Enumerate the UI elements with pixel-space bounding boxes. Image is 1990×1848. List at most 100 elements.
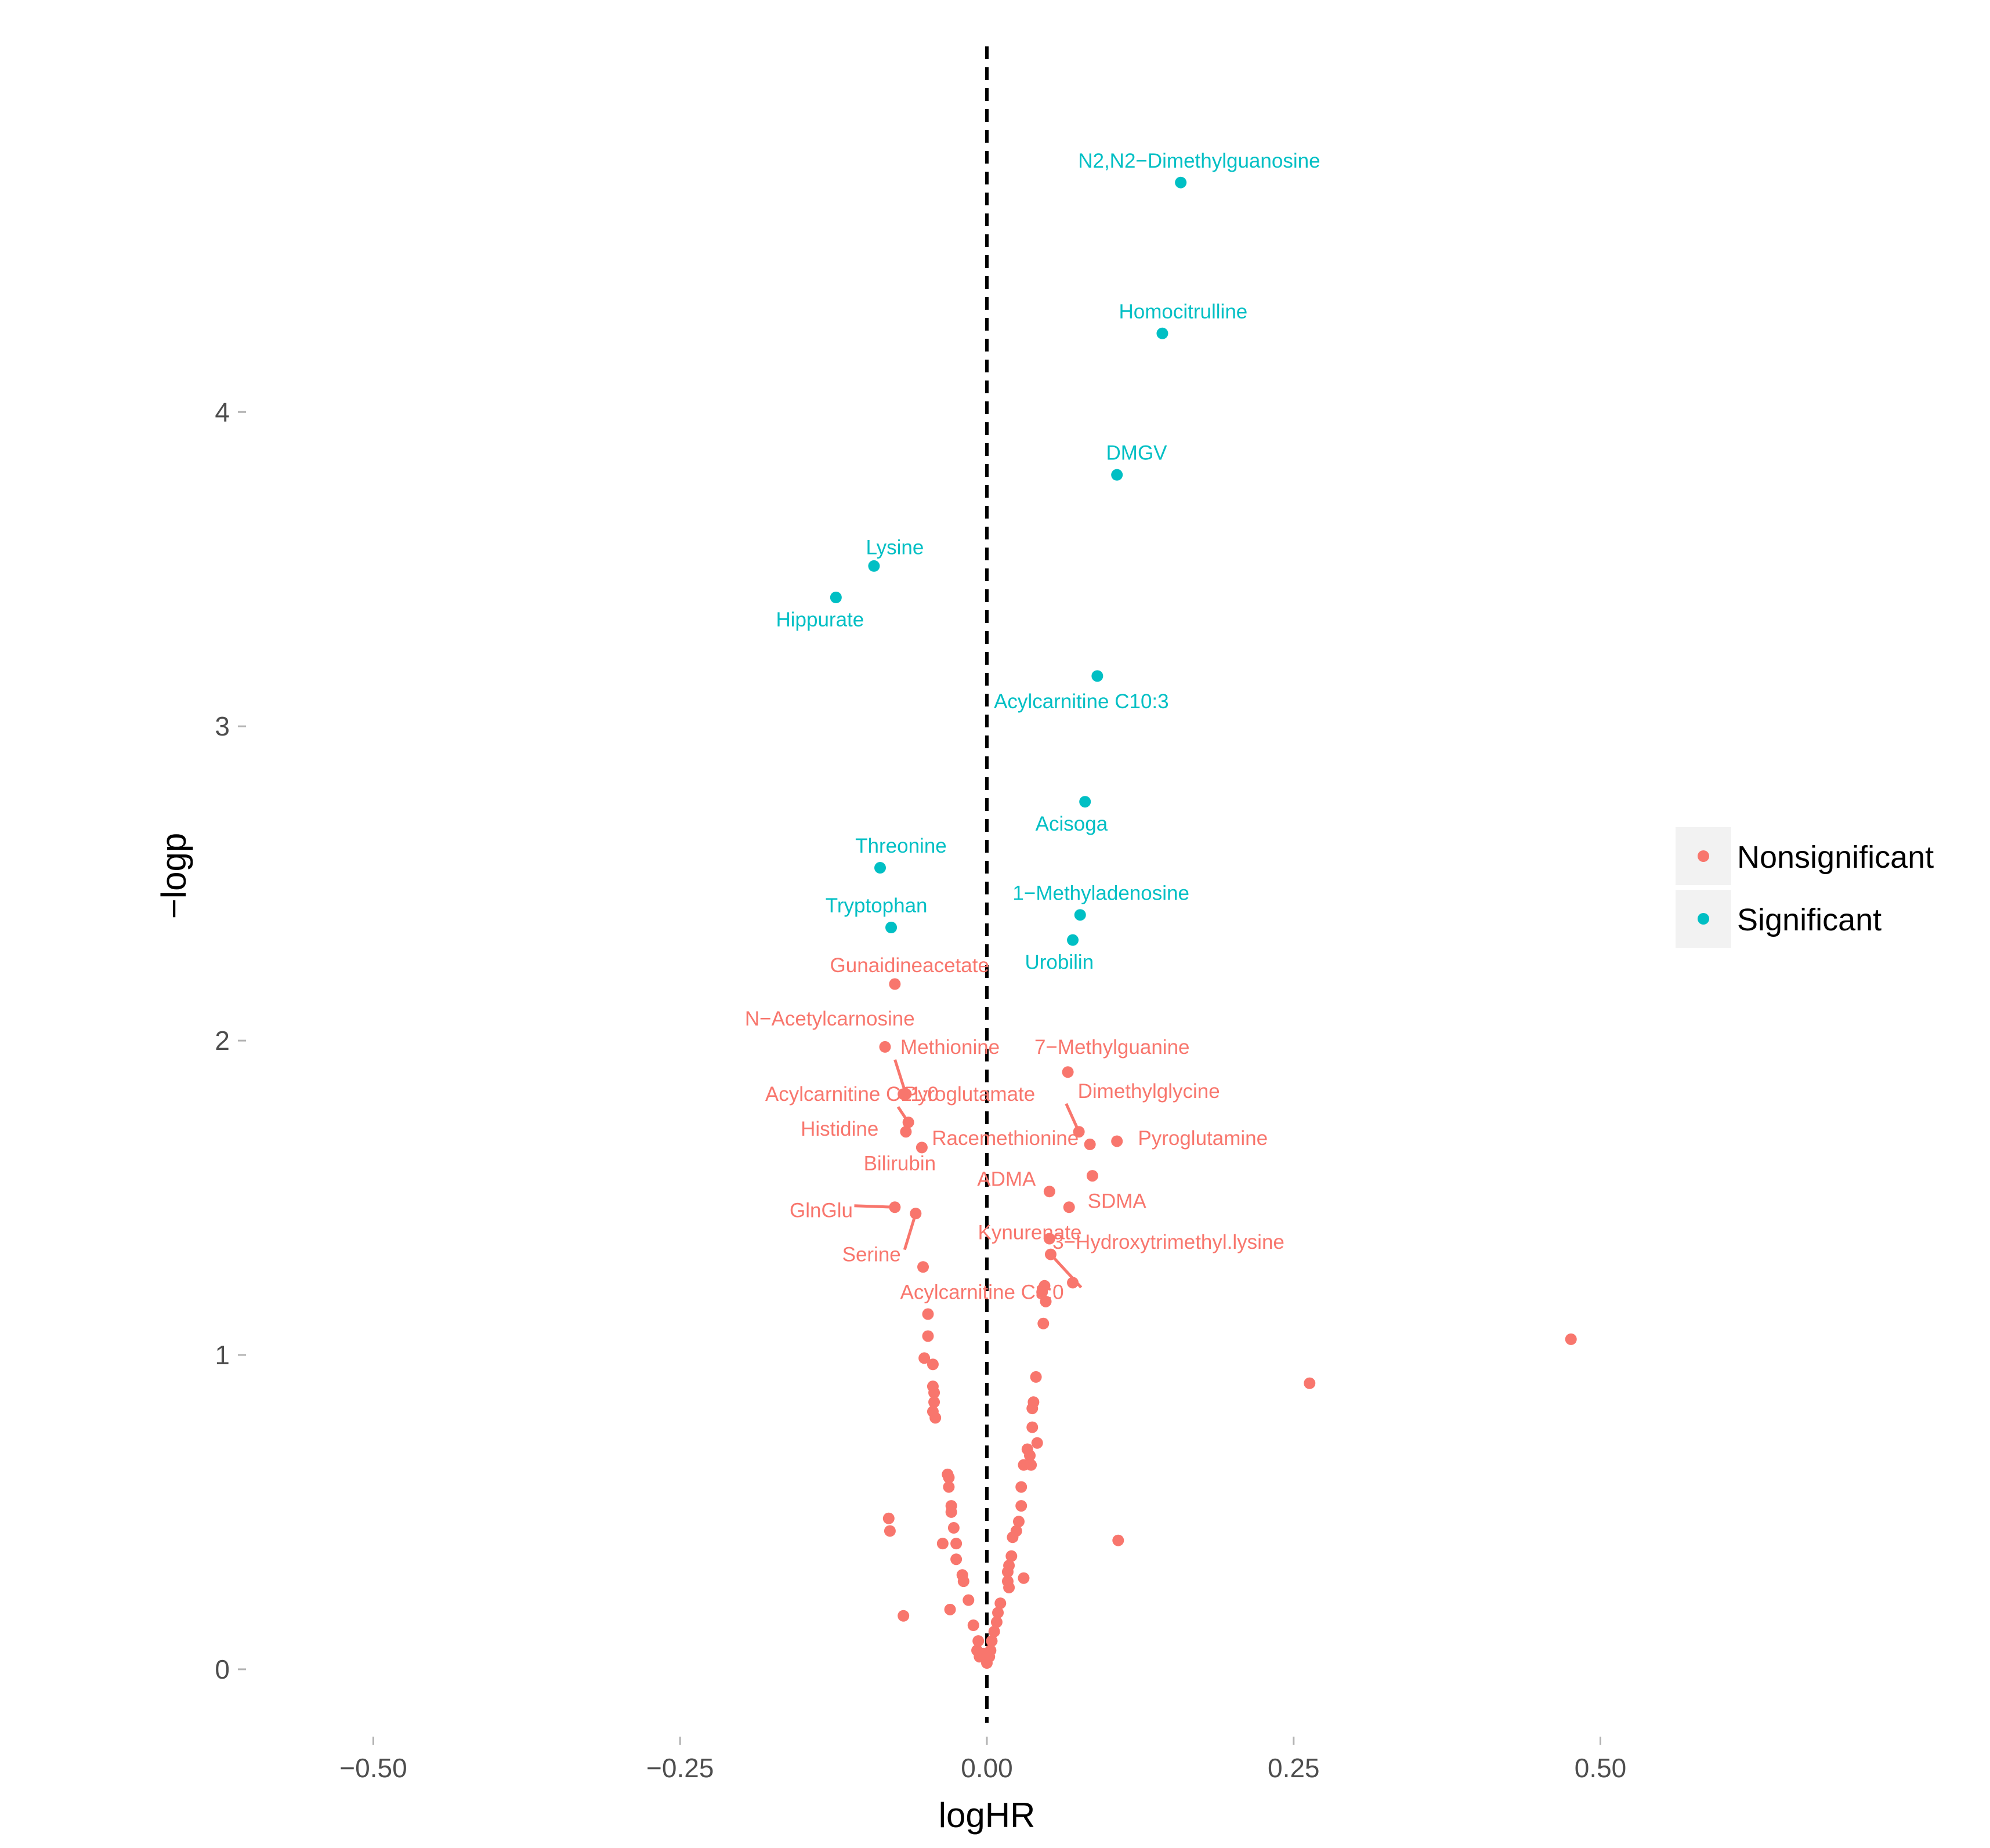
point-label: N−Acetylcarnosine (745, 1008, 915, 1030)
data-point (922, 1308, 934, 1320)
data-point (898, 1610, 910, 1622)
point-label: Homocitrulline (1119, 300, 1248, 323)
y-tick-label: 3 (215, 711, 230, 741)
point-label: Threonine (855, 835, 947, 857)
point-label: Hippurate (776, 608, 864, 631)
x-tick-label: −0.50 (339, 1753, 407, 1783)
label-leader-line (903, 1213, 917, 1251)
data-point (1012, 1516, 1025, 1528)
data-point-nonsignificant (1111, 1135, 1123, 1147)
data-point (1067, 1277, 1079, 1289)
point-label: 7−Methylguanine (1034, 1036, 1190, 1059)
data-point (994, 1597, 1007, 1610)
data-point-nonsignificant (879, 1041, 891, 1053)
point-label: Urobilin (1025, 951, 1094, 974)
data-point (1024, 1450, 1036, 1462)
data-point (1565, 1333, 1577, 1345)
data-point-significant (1111, 469, 1123, 481)
data-point (922, 1330, 934, 1342)
data-point (944, 1603, 956, 1615)
data-point-nonsignificant (889, 978, 901, 990)
point-labels: N2,N2−Dimethylguanosine Homocitrulline DMG… (745, 150, 1320, 1304)
data-point (971, 1644, 983, 1657)
y-tick-label: 0 (215, 1654, 230, 1684)
data-point-significant (1074, 909, 1086, 921)
data-point (950, 1538, 963, 1550)
y-tick-label: 2 (215, 1026, 230, 1056)
point-label: N2,N2−Dimethylguanosine (1078, 150, 1320, 172)
y-axis-title: −logp (154, 833, 193, 919)
data-point (1001, 1575, 1014, 1588)
data-point (927, 1358, 939, 1371)
point-label: Lysine (866, 536, 924, 559)
y-tick-label: 1 (215, 1340, 230, 1370)
data-point (1036, 1286, 1048, 1298)
data-point-nonsignificant (898, 1088, 910, 1100)
data-point (988, 1625, 1000, 1637)
data-point-significant (1156, 327, 1168, 339)
point-label: Dimethylglycine (1078, 1080, 1220, 1103)
legend-label-significant: Significant (1737, 903, 1882, 937)
data-point-significant (885, 921, 898, 933)
data-point (1025, 1459, 1037, 1471)
x-axis: −0.50 −0.25 0.00 0.25 0.50 (339, 1737, 1626, 1783)
data-point (884, 1525, 896, 1537)
data-point (967, 1619, 979, 1632)
legend: Nonsignificant Significant (1676, 827, 1934, 948)
point-label: Pyroglutamate (904, 1083, 1036, 1106)
point-label: Acylcarnitine C8:0 (900, 1281, 1064, 1304)
data-point-significant (1175, 176, 1187, 189)
data-point-nonsignificant (902, 1116, 914, 1128)
x-tick-label: 0.00 (961, 1753, 1013, 1783)
data-point (918, 1352, 931, 1364)
data-point (1007, 1531, 1019, 1543)
data-point (972, 1635, 985, 1647)
data-point (1015, 1500, 1027, 1512)
data-point (1304, 1377, 1316, 1389)
point-label: 3−Hydroxytrimethyl.lysine (1052, 1231, 1285, 1253)
data-point (1112, 1534, 1124, 1546)
point-label: ADMA (977, 1168, 1036, 1191)
label-leader-line (854, 1204, 895, 1209)
data-point (1037, 1317, 1050, 1329)
data-point (1026, 1421, 1039, 1433)
data-point-nonsignificant (900, 1126, 912, 1138)
data-point (945, 1506, 957, 1518)
point-label: DMGV (1106, 442, 1168, 465)
data-point-nonsignificant (1084, 1138, 1096, 1150)
data-point (1040, 1295, 1052, 1307)
data-point (928, 1387, 940, 1399)
data-point-nonsignificant (1063, 1201, 1075, 1213)
point-label: Kynurenate (978, 1222, 1082, 1244)
data-point-nonsignificant (1073, 1126, 1085, 1138)
data-point (1026, 1403, 1039, 1415)
data-point (1001, 1566, 1014, 1578)
data-point (957, 1575, 969, 1588)
data-point (1030, 1371, 1042, 1383)
point-label: Racemethionine (932, 1127, 1079, 1150)
data-point (1018, 1572, 1030, 1584)
point-label: GlnGlu (790, 1200, 853, 1222)
point-label: Methionine (900, 1036, 1000, 1059)
data-point-nonsignificant (1044, 1248, 1056, 1260)
point-label: Acisoga (1036, 813, 1108, 835)
data-point-nonsignificant (889, 1201, 901, 1213)
point-label: Bilirubin (864, 1152, 936, 1175)
data-point-significant (1067, 934, 1079, 946)
data-point-nonsignificant (1062, 1066, 1074, 1078)
data-points (830, 176, 1577, 1669)
data-point (992, 1607, 1004, 1619)
point-label: Pyroglutamine (1138, 1127, 1268, 1150)
point-label: Tryptophan (826, 894, 928, 917)
point-label: Acylcarnitine C10:3 (994, 690, 1169, 713)
x-tick-label: −0.25 (646, 1753, 714, 1783)
data-point (943, 1472, 955, 1484)
data-point (963, 1594, 975, 1606)
data-point (1031, 1437, 1043, 1449)
data-point-significant (830, 592, 842, 603)
data-point (990, 1616, 1003, 1628)
data-point-significant (868, 560, 880, 572)
data-point (936, 1538, 949, 1550)
point-label: 1−Methyladenosine (1012, 882, 1189, 904)
